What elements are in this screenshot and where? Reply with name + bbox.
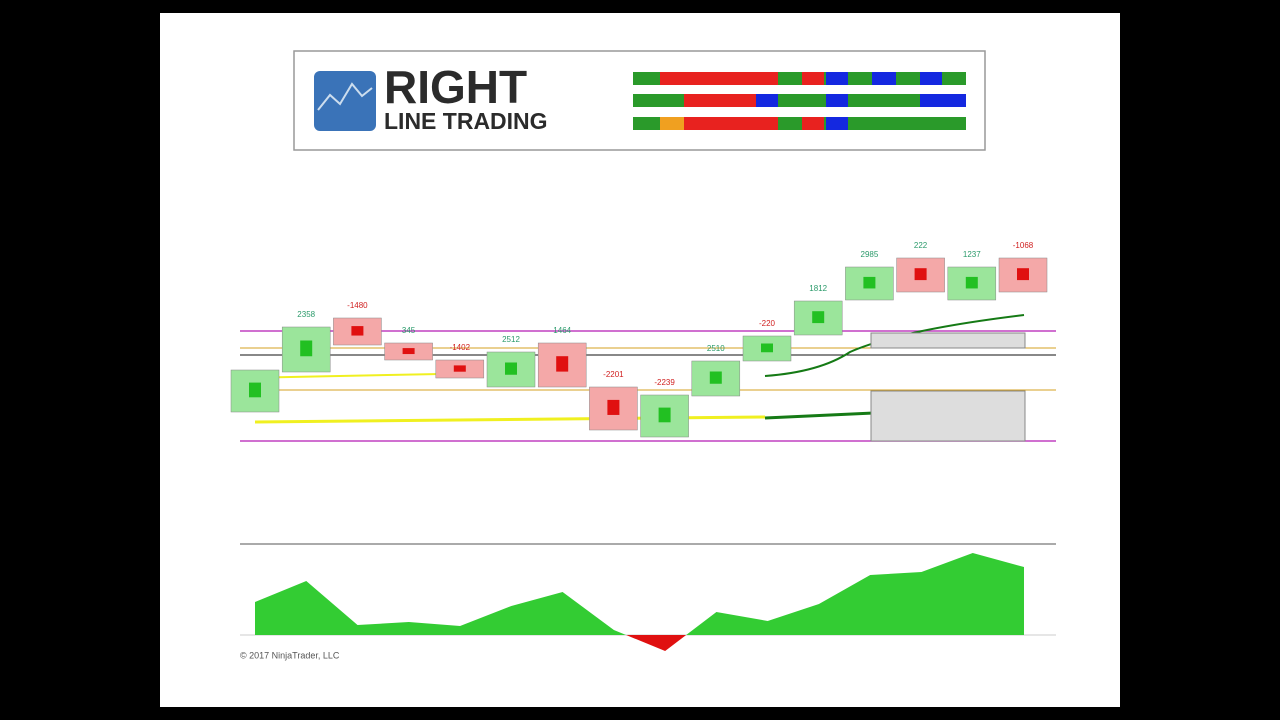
- bar-delta: 222: [914, 241, 928, 250]
- bar-delta: 2358: [297, 310, 315, 319]
- bar-delta: 1237: [963, 250, 981, 259]
- logo-icon-line: [317, 82, 373, 111]
- bar-delta: -1480: [347, 301, 368, 310]
- logo-subtitle: LINE TRADING: [384, 108, 548, 134]
- candle-body: [351, 326, 364, 336]
- bar-delta: -2201: [603, 370, 624, 379]
- candle-body: [505, 362, 517, 375]
- logo-stripes: [633, 72, 966, 130]
- candle-body: [965, 276, 978, 289]
- copyright: © 2017 NinjaTrader, LLC: [240, 650, 340, 660]
- bar-delta: -220: [759, 319, 776, 328]
- bar-delta: -1068: [1013, 241, 1034, 250]
- bar-delta: 2985: [861, 250, 879, 259]
- candle-body: [300, 340, 313, 357]
- bar-delta: 345: [402, 326, 416, 335]
- candle-body: [761, 343, 773, 353]
- logo-icon: [314, 71, 376, 131]
- bar-delta: -2239: [654, 378, 675, 387]
- candle-body: [914, 268, 927, 281]
- bar-delta: 2510: [707, 344, 725, 353]
- candle-body: [249, 382, 261, 398]
- candle-body: [607, 399, 620, 415]
- area-positive: [255, 553, 1024, 635]
- candle-body: [402, 348, 415, 355]
- candle-body: [453, 365, 466, 372]
- levels: [239, 314, 1056, 636]
- candle-body: [658, 407, 671, 423]
- candle-body: [709, 371, 722, 384]
- footprint: 2358 -1480 345 -1402 2512 1464 -2201 -2239 2510 -…: [230, 241, 1048, 438]
- bar-delta: -1402: [450, 343, 471, 352]
- candle-body: [812, 311, 825, 324]
- candle-body: [1017, 268, 1029, 281]
- candle-body: [556, 356, 569, 372]
- bar-delta: 1812: [809, 284, 827, 293]
- logo-title: RIGHT: [384, 61, 527, 113]
- bar-delta: 2512: [502, 335, 520, 344]
- logo-banner: RIGHT LINE TRADING: [293, 50, 986, 151]
- candle-body: [863, 276, 876, 289]
- area-negative: [255, 635, 1024, 651]
- bar-delta: 1464: [553, 326, 571, 335]
